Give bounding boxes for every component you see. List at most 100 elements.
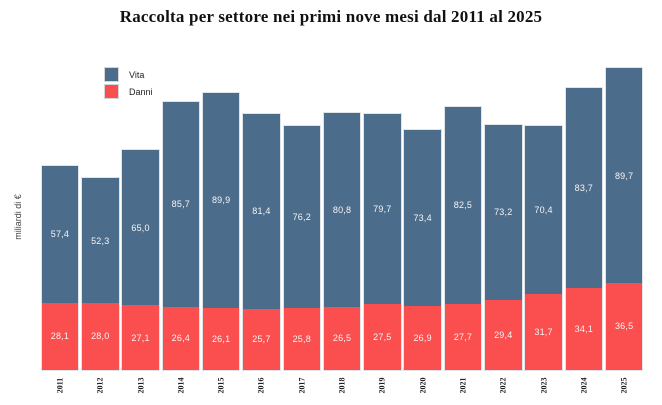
bar-segment-vita: 73,4 bbox=[404, 130, 441, 306]
value-label: 89,7 bbox=[614, 170, 634, 181]
bar-segment-vita: 82,5 bbox=[444, 106, 482, 304]
x-tick-label: 2023 bbox=[539, 377, 549, 393]
bar-segment-vita: 89,7 bbox=[605, 68, 643, 283]
value-label: 27,5 bbox=[373, 332, 392, 343]
bar-segment-danni: 27,5 bbox=[364, 304, 401, 370]
bar-segment-vita: 52,3 bbox=[82, 178, 119, 303]
value-label: 25,7 bbox=[252, 334, 271, 345]
value-label: 29,4 bbox=[494, 329, 513, 340]
x-tick-label: 2021 bbox=[458, 377, 468, 393]
value-label: 85,7 bbox=[171, 199, 190, 210]
bar-segment-danni: 36,5 bbox=[605, 282, 643, 370]
bar-segment-vita: 70,4 bbox=[525, 125, 562, 295]
x-tick-2016: 2016 bbox=[243, 371, 280, 399]
x-tick-2015: 2015 bbox=[203, 371, 240, 399]
x-tick-label: 2018 bbox=[337, 377, 347, 393]
value-label: 26,4 bbox=[171, 333, 190, 344]
bar-2012: 52,3 28,0 bbox=[82, 178, 119, 370]
bar-segment-danni: 26,1 bbox=[202, 307, 240, 370]
x-tick-label: 2022 bbox=[498, 377, 508, 393]
x-tick-label: 2025 bbox=[619, 377, 629, 393]
x-tick-2021: 2021 bbox=[445, 371, 482, 399]
x-tick-label: 2019 bbox=[377, 377, 387, 393]
x-tick-2020: 2020 bbox=[404, 371, 441, 399]
bar-segment-danni: 27,1 bbox=[122, 305, 159, 370]
x-tick-2017: 2017 bbox=[284, 371, 321, 399]
bar-2022: 73,2 29,4 bbox=[485, 124, 522, 370]
value-label: 57,4 bbox=[50, 229, 70, 240]
value-label: 26,5 bbox=[332, 333, 352, 344]
bar-2020: 73,4 26,9 bbox=[404, 130, 441, 370]
bar-2016: 81,4 25,7 bbox=[243, 113, 280, 370]
x-tick-label: 2015 bbox=[216, 377, 226, 393]
x-tick-label: 2016 bbox=[256, 377, 266, 393]
legend-swatch-vita bbox=[105, 68, 118, 81]
x-tick-2018: 2018 bbox=[324, 371, 361, 399]
x-tick-label: 2024 bbox=[579, 377, 589, 393]
value-label: 27,1 bbox=[131, 332, 150, 343]
bar-segment-vita: 65,0 bbox=[122, 149, 159, 306]
value-label: 80,8 bbox=[332, 205, 352, 215]
x-tick-label: 2011 bbox=[55, 377, 65, 393]
bar-2025: 89,7 36,5 bbox=[605, 68, 643, 370]
x-tick-2012: 2012 bbox=[82, 371, 119, 399]
legend-entry-vita: Vita bbox=[105, 68, 153, 81]
x-tick-label: 2014 bbox=[176, 377, 186, 393]
x-tick-2025: 2025 bbox=[606, 371, 643, 399]
value-label: 73,4 bbox=[413, 212, 432, 223]
bar-segment-danni: 28,0 bbox=[82, 303, 119, 370]
value-label: 70,4 bbox=[534, 205, 553, 216]
bar-segment-danni: 26,5 bbox=[323, 306, 361, 370]
bar-segment-danni: 26,9 bbox=[404, 305, 441, 370]
value-label: 34,1 bbox=[574, 324, 593, 335]
value-label: 31,7 bbox=[534, 327, 553, 338]
value-label: 25,8 bbox=[292, 334, 311, 345]
bar-segment-vita: 79,7 bbox=[364, 113, 401, 305]
bar-segment-vita: 57,4 bbox=[41, 165, 79, 303]
x-tick-2019: 2019 bbox=[364, 371, 401, 399]
legend-entry-danni: Danni bbox=[105, 85, 153, 98]
bar-segment-vita: 81,4 bbox=[243, 113, 280, 309]
x-tick-label: 2012 bbox=[95, 377, 105, 393]
chart-title: Raccolta per settore nei primi nove mesi… bbox=[119, 7, 543, 26]
value-label: 36,5 bbox=[614, 321, 634, 332]
bar-2018: 80,8 26,5 bbox=[323, 113, 361, 370]
bar-2017: 76,2 25,8 bbox=[283, 126, 320, 370]
x-tick-label: 2017 bbox=[297, 377, 307, 393]
value-label: 27,7 bbox=[453, 331, 473, 342]
legend-swatch-danni bbox=[105, 85, 118, 98]
bar-segment-danni: 26,4 bbox=[162, 306, 200, 370]
bar-2021: 82,5 27,7 bbox=[444, 106, 482, 371]
bar-segment-danni: 25,8 bbox=[283, 308, 320, 370]
legend-label: Danni bbox=[129, 86, 153, 97]
x-tick-2011: 2011 bbox=[42, 371, 79, 399]
bar-2023: 70,4 31,7 bbox=[525, 125, 562, 370]
value-label: 81,4 bbox=[252, 206, 271, 217]
x-tick-label: 2020 bbox=[418, 377, 428, 393]
x-tick-2013: 2013 bbox=[122, 371, 159, 399]
bar-2013: 65,0 27,1 bbox=[122, 149, 159, 370]
bar-segment-vita: 80,8 bbox=[323, 113, 361, 307]
bar-segment-vita: 85,7 bbox=[162, 102, 200, 307]
bar-segment-danni: 28,1 bbox=[41, 302, 79, 370]
legend: Vita Danni bbox=[105, 68, 153, 98]
bar-segment-vita: 73,2 bbox=[485, 124, 522, 300]
bar-segment-vita: 76,2 bbox=[283, 126, 320, 309]
bar-segment-vita: 83,7 bbox=[565, 88, 603, 289]
bar-segment-danni: 27,7 bbox=[444, 303, 482, 370]
value-label: 89,9 bbox=[211, 195, 231, 206]
value-label: 83,7 bbox=[574, 183, 593, 194]
bar-2024: 83,7 34,1 bbox=[565, 88, 603, 370]
bar-segment-danni: 31,7 bbox=[525, 294, 562, 370]
value-label: 52,3 bbox=[91, 235, 110, 246]
x-tick-2022: 2022 bbox=[485, 371, 522, 399]
bar-segment-danni: 25,7 bbox=[243, 308, 280, 370]
bar-2014: 85,7 26,4 bbox=[162, 102, 200, 370]
value-label: 79,7 bbox=[373, 203, 392, 214]
legend-label: Vita bbox=[129, 69, 145, 80]
x-tick-2014: 2014 bbox=[163, 371, 200, 399]
bar-segment-vita: 89,9 bbox=[202, 92, 240, 308]
value-label: 73,2 bbox=[494, 207, 513, 218]
